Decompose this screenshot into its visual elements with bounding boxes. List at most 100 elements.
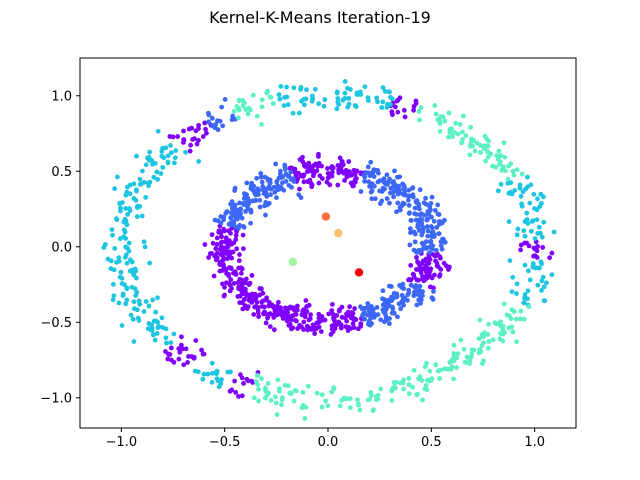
data-point-cluster-3 xyxy=(531,191,537,197)
data-point-cluster-3 xyxy=(183,149,188,155)
data-point-cluster-4 xyxy=(331,386,337,391)
data-point-cluster-4 xyxy=(314,390,320,396)
data-point-cluster-3 xyxy=(134,289,140,295)
data-point-cluster-3 xyxy=(134,153,139,159)
data-point-cluster-4 xyxy=(285,383,291,389)
data-point-cluster-5 xyxy=(219,239,225,245)
data-point-cluster-6 xyxy=(435,211,441,217)
data-point-cluster-4 xyxy=(429,376,435,382)
data-point-cluster-3 xyxy=(312,86,318,92)
data-point-cluster-5 xyxy=(220,253,226,259)
data-point-cluster-4 xyxy=(347,405,353,411)
data-point-cluster-3 xyxy=(117,200,122,206)
data-point-cluster-3 xyxy=(514,291,519,296)
data-point-cluster-5 xyxy=(304,304,310,309)
data-point-cluster-6 xyxy=(414,211,419,217)
data-point-cluster-2 xyxy=(209,122,215,128)
data-point-cluster-6 xyxy=(248,183,254,189)
data-point-cluster-3 xyxy=(540,274,546,280)
data-point-cluster-3 xyxy=(514,232,520,238)
data-point-cluster-3 xyxy=(215,378,221,384)
data-point-cluster-6 xyxy=(366,318,372,324)
data-point-cluster-3 xyxy=(228,369,233,375)
data-point-cluster-4 xyxy=(458,337,464,343)
data-point-cluster-4 xyxy=(468,124,474,130)
data-point-cluster-1 xyxy=(183,346,189,352)
data-point-cluster-3 xyxy=(119,275,125,281)
data-point-cluster-3 xyxy=(116,255,122,261)
data-point-cluster-3 xyxy=(154,331,160,336)
data-point-cluster-6 xyxy=(417,212,423,218)
axes-frame xyxy=(79,57,577,429)
data-point-cluster-4 xyxy=(501,301,507,307)
data-point-cluster-3 xyxy=(139,213,145,219)
data-point-cluster-1 xyxy=(392,104,398,110)
data-point-cluster-4 xyxy=(504,312,510,318)
data-point-cluster-6 xyxy=(242,191,247,197)
data-point-cluster-3 xyxy=(141,239,147,245)
data-point-cluster-1 xyxy=(239,393,245,399)
data-point-cluster-3 xyxy=(508,189,513,195)
data-point-cluster-4 xyxy=(427,368,433,374)
data-point-cluster-6 xyxy=(215,218,221,224)
data-point-cluster-5 xyxy=(342,178,347,183)
data-point-cluster-4 xyxy=(486,321,491,327)
data-point-cluster-6 xyxy=(395,174,400,180)
data-point-cluster-1 xyxy=(395,109,401,115)
data-point-cluster-5 xyxy=(420,258,426,264)
data-point-cluster-6 xyxy=(427,204,433,210)
data-point-cluster-6 xyxy=(436,231,442,237)
data-point-cluster-6 xyxy=(238,211,244,217)
data-point-cluster-5 xyxy=(330,311,336,317)
data-point-cluster-4 xyxy=(494,153,500,159)
data-point-cluster-2 xyxy=(219,104,225,110)
data-point-cluster-5 xyxy=(325,166,330,171)
data-point-cluster-5 xyxy=(429,275,435,281)
data-point-cluster-6 xyxy=(390,190,396,195)
data-point-cluster-3 xyxy=(290,110,296,116)
data-point-cluster-3 xyxy=(136,298,142,304)
data-point-cluster-5 xyxy=(438,255,443,261)
data-point-cluster-6 xyxy=(258,174,264,180)
data-point-cluster-6 xyxy=(429,246,435,252)
data-point-cluster-5 xyxy=(426,255,432,260)
data-point-cluster-3 xyxy=(124,297,130,303)
data-point-cluster-3 xyxy=(168,143,173,148)
data-point-cluster-6 xyxy=(228,215,234,221)
centroids xyxy=(288,212,364,277)
data-point-cluster-4 xyxy=(485,149,490,155)
data-point-cluster-2 xyxy=(206,112,212,118)
data-point-cluster-3 xyxy=(276,92,282,98)
data-point-cluster-3 xyxy=(530,261,536,266)
data-point-cluster-4 xyxy=(422,386,428,392)
data-point-cluster-4 xyxy=(344,396,350,401)
data-point-cluster-4 xyxy=(300,389,306,395)
data-point-cluster-6 xyxy=(288,177,294,182)
data-point-cluster-4 xyxy=(498,153,504,159)
data-point-cluster-4 xyxy=(518,308,524,314)
data-point-cluster-4 xyxy=(467,143,473,149)
data-point-cluster-3 xyxy=(123,252,129,258)
y-tick-label: 0.0 xyxy=(51,240,72,255)
data-point-cluster-1 xyxy=(168,345,174,351)
data-point-cluster-3 xyxy=(140,168,145,174)
chart-title: Kernel-K-Means Iteration-19 xyxy=(209,8,431,27)
data-point-cluster-3 xyxy=(519,201,525,207)
data-point-cluster-3 xyxy=(112,186,118,192)
data-point-cluster-5 xyxy=(441,260,447,266)
data-point-cluster-3 xyxy=(165,153,171,159)
data-point-cluster-4 xyxy=(264,392,270,398)
data-point-cluster-3 xyxy=(127,182,133,188)
data-point-cluster-3 xyxy=(120,291,126,297)
data-point-cluster-6 xyxy=(407,210,412,216)
data-point-cluster-4 xyxy=(425,377,430,383)
data-point-cluster-6 xyxy=(383,315,389,320)
data-point-cluster-5 xyxy=(307,166,313,171)
data-point-cluster-4 xyxy=(480,361,485,366)
data-point-cluster-3 xyxy=(549,272,555,278)
data-point-cluster-3 xyxy=(342,90,348,96)
data-point-cluster-3 xyxy=(382,88,388,94)
data-point-cluster-1 xyxy=(179,334,184,340)
data-point-cluster-6 xyxy=(367,311,373,317)
data-point-cluster-6 xyxy=(248,207,254,213)
